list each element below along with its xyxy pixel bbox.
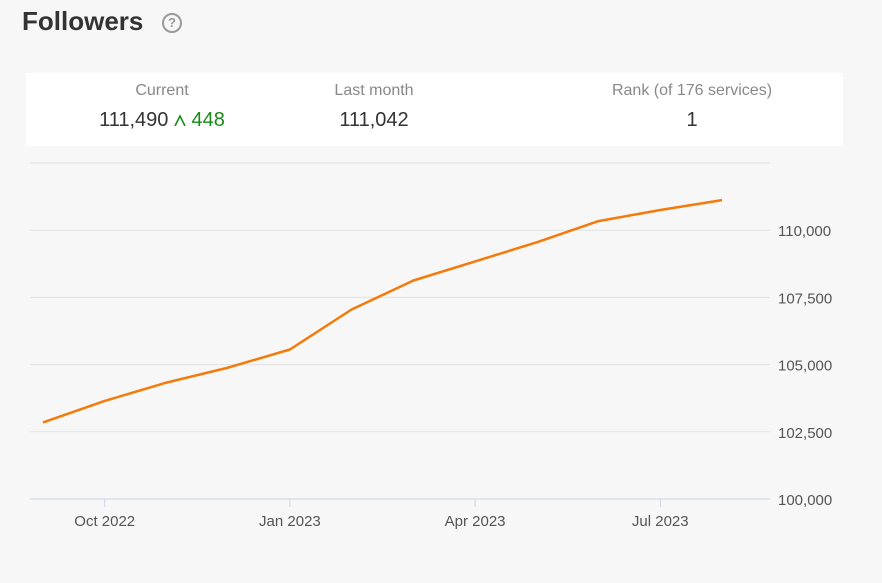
x-tick-label: Jan 2023: [259, 513, 321, 530]
stat-value: 111,490 448: [26, 109, 298, 132]
x-tick-label: Apr 2023: [445, 513, 506, 530]
change: 448: [174, 109, 225, 131]
stat-label: Rank (of 176 services): [611, 82, 773, 99]
y-tick-label: 110,000: [778, 223, 831, 240]
stat: Current 111,490 448: [26, 73, 298, 132]
y-tick-label: 107,500: [778, 290, 832, 307]
stat-label: Current: [135, 82, 189, 99]
stat-value: 1: [686, 109, 698, 131]
followers-line: [42, 198, 723, 424]
x-tick-label: Oct 2022: [74, 513, 135, 530]
stat: Rank (of 176 services) 1: [556, 73, 828, 132]
title: Followers: [22, 6, 144, 36]
y-tick-label: 102,500: [778, 425, 832, 442]
change-value: 448: [191, 109, 225, 131]
stats-panel: Current 111,490 448 Last month 111,042 R…: [26, 73, 843, 146]
up-caret: [174, 114, 186, 127]
stat-label: Last month: [334, 82, 414, 99]
stat: Last month 111,042: [238, 73, 510, 132]
value: 111,490: [99, 109, 169, 131]
y-tick-label: 100,000: [778, 492, 832, 509]
x-tick-label: Jul 2023: [632, 513, 689, 530]
stat-value: 111,042: [339, 109, 409, 131]
help-icon[interactable]: ?: [162, 13, 182, 33]
y-tick-label: 105,000: [778, 358, 832, 375]
